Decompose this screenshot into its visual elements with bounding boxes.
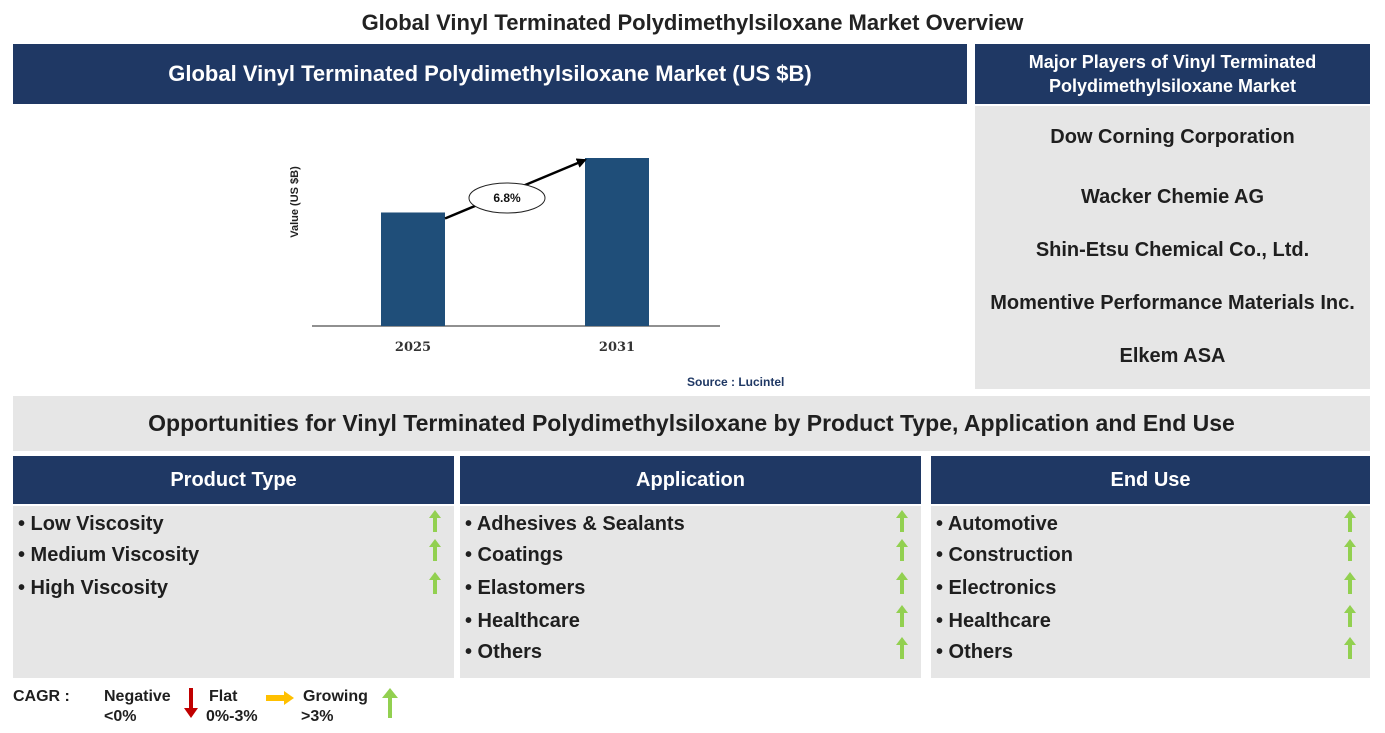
green-up-arrow-icon <box>429 539 441 561</box>
segment-panel-product-type: • Low Viscosity • Medium Viscosity • Hig… <box>13 506 454 678</box>
major-players-header: Major Players of Vinyl Terminated Polydi… <box>975 44 1370 104</box>
green-up-arrow-icon <box>896 572 908 594</box>
green-up-arrow-icon <box>896 539 908 561</box>
x-tick-2031: 2031 <box>599 340 635 355</box>
segment-panel-application: • Adhesives & Sealants • Coatings • Elas… <box>460 506 921 678</box>
list-item: • Electronics <box>936 577 1057 599</box>
list-item: • Adhesives & Sealants <box>465 513 685 535</box>
green-up-arrow-icon <box>1344 539 1356 561</box>
legend-growing-name: Growing <box>303 688 368 705</box>
x-tick-2025: 2025 <box>395 340 431 355</box>
green-up-arrow-icon <box>429 572 441 594</box>
list-item: • Medium Viscosity <box>18 544 200 566</box>
legend-negative-name: Negative <box>104 688 171 705</box>
list-item: • Healthcare <box>465 610 580 632</box>
list-item: • Construction <box>936 544 1073 566</box>
green-up-arrow-icon <box>896 637 908 659</box>
player-name: Shin-Etsu Chemical Co., Ltd. <box>1035 239 1310 261</box>
market-size-header: Global Vinyl Terminated Polydimethylsilo… <box>13 44 967 104</box>
list-item: • Elastomers <box>465 577 586 599</box>
segment-header-end-use: End Use <box>931 456 1370 504</box>
list-item: • High Viscosity <box>18 577 169 599</box>
green-up-arrow-icon <box>1344 637 1356 659</box>
player-name: Momentive Performance Materials Inc. <box>990 292 1355 314</box>
player-name: Dow Corning Corporation <box>1050 126 1295 148</box>
list-item: • Low Viscosity <box>18 513 164 535</box>
legend-label: CAGR : <box>13 688 70 705</box>
page-title: Global Vinyl Terminated Polydimethylsilo… <box>361 10 1024 35</box>
cagr-bubble <box>468 182 546 214</box>
cagr-legend: CAGR : Negative <0% Flat 0%-3% Growing >… <box>13 686 513 731</box>
green-up-arrow-icon <box>1344 510 1356 532</box>
green-up-arrow-icon <box>429 510 441 532</box>
cagr-label: 6.8% <box>493 191 521 205</box>
green-up-arrow-icon <box>896 605 908 627</box>
market-bar-chart: Value (US $B) 6.8% 2025 2031 <box>289 158 720 355</box>
green-up-arrow-icon <box>1344 605 1356 627</box>
legend-flat-name: Flat <box>209 688 238 705</box>
yellow-right-arrow-icon <box>266 691 294 705</box>
opportunities-header: Opportunities for Vinyl Terminated Polyd… <box>13 396 1370 451</box>
list-item: • Automotive <box>936 513 1058 535</box>
legend-growing-range: >3% <box>301 708 334 725</box>
green-up-arrow-icon <box>382 688 398 718</box>
y-axis-label: Value (US $B) <box>289 166 301 238</box>
player-name: Wacker Chemie AG <box>1080 186 1265 208</box>
chart-source: Source : Lucintel <box>687 375 785 389</box>
red-down-arrow-icon <box>184 688 198 718</box>
green-up-arrow-icon <box>1344 572 1356 594</box>
bar-2031 <box>585 158 649 326</box>
segment-header-application: Application <box>460 456 921 504</box>
segment-panel-end-use: • Automotive • Construction • Electronic… <box>931 506 1370 678</box>
major-players-panel: Dow Corning Corporation Wacker Chemie AG… <box>975 106 1370 389</box>
legend-negative-range: <0% <box>104 708 137 725</box>
green-up-arrow-icon <box>896 510 908 532</box>
segment-header-product-type: Product Type <box>13 456 454 504</box>
legend-flat-range: 0%-3% <box>206 708 258 725</box>
list-item: • Others <box>465 641 543 663</box>
list-item: • Healthcare <box>936 610 1051 632</box>
list-item: • Coatings <box>465 544 564 566</box>
bar-2025 <box>381 212 445 326</box>
player-name: Elkem ASA <box>1119 345 1226 367</box>
list-item: • Others <box>936 641 1014 663</box>
